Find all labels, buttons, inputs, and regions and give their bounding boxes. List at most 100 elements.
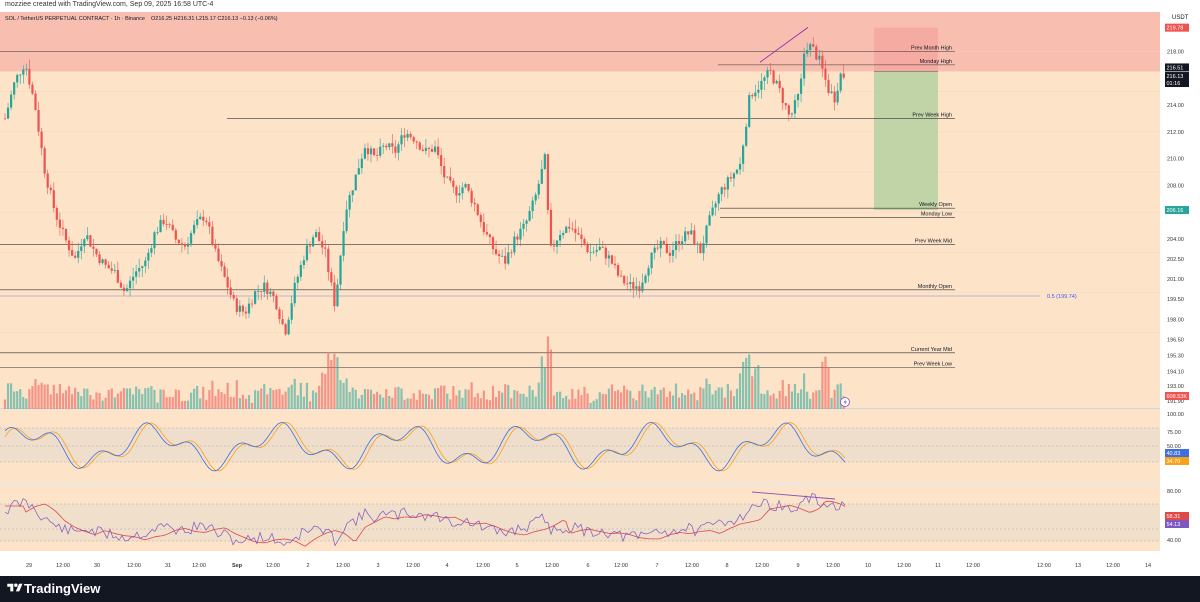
volume-bar — [3, 399, 7, 409]
candle-body — [464, 184, 467, 188]
volume-bar — [67, 386, 71, 409]
time-tick: 5 — [515, 563, 518, 569]
candle-body — [418, 142, 421, 150]
volume-bar — [74, 387, 77, 409]
volume-bar — [549, 349, 553, 409]
candle-body — [745, 126, 748, 146]
candle-body — [571, 228, 574, 230]
volume-bar — [241, 394, 244, 409]
volume-bar — [803, 373, 806, 409]
volume-bar — [397, 386, 400, 409]
candle-body — [284, 324, 287, 335]
candle-body — [61, 227, 65, 229]
candle-body — [458, 193, 461, 196]
candle-body — [177, 239, 180, 244]
volume-bar — [519, 393, 522, 409]
candle-body — [735, 169, 739, 174]
volume-bar — [308, 401, 312, 409]
candle-body — [793, 100, 797, 114]
level-price-tag: 216.51 — [1167, 65, 1184, 71]
volume-bar — [55, 393, 58, 409]
candle-body — [89, 235, 92, 247]
volume-bar — [244, 398, 248, 409]
candle-body — [507, 252, 510, 264]
time-tick: 12:00 — [685, 563, 699, 569]
volume-bar — [10, 383, 13, 409]
candle-body — [403, 135, 406, 138]
volume-bar — [717, 387, 720, 409]
stop-loss-zone — [874, 27, 938, 72]
candle-body — [504, 255, 507, 264]
volume-bar — [235, 380, 238, 409]
volume-bar — [92, 399, 95, 409]
volume-bar — [376, 391, 379, 409]
rsi-band — [0, 504, 1160, 541]
candle-body — [607, 255, 610, 259]
volume-bar — [138, 389, 141, 409]
candle-body — [470, 190, 473, 203]
volume-bar — [562, 398, 565, 409]
volume-bar — [812, 392, 815, 409]
time-tick: 12:00 — [614, 563, 628, 569]
candle-body — [372, 148, 376, 156]
volume-bar — [635, 400, 638, 409]
volume-bar — [299, 382, 302, 409]
time-tick: 12:00 — [336, 563, 350, 569]
volume-bar — [415, 399, 418, 409]
candle-body — [440, 155, 443, 167]
chart-canvas[interactable]: Prev Month High Monday High Prev Week High… — [0, 12, 1200, 576]
candle-body — [92, 246, 95, 249]
volume-bar — [623, 385, 626, 409]
candle-body — [601, 246, 604, 248]
candle-body — [717, 194, 720, 204]
candle-body — [781, 88, 784, 103]
candle-body — [311, 237, 315, 247]
candle-body — [580, 234, 583, 239]
candle-body — [247, 303, 251, 314]
price-tick: 195.30 — [1167, 353, 1184, 359]
volume-bar — [49, 394, 52, 409]
level-label: Prev Week High — [912, 112, 952, 118]
volume-bar — [348, 391, 351, 409]
brand-name: TradingView — [24, 581, 101, 596]
volume-bar — [571, 388, 574, 409]
volume-bar — [77, 391, 80, 409]
volume-bar — [443, 385, 446, 409]
candle-body — [412, 137, 415, 142]
candle-body — [244, 311, 248, 314]
volume-bar — [501, 392, 504, 409]
volume-bar — [644, 391, 647, 409]
candle-body — [186, 243, 190, 247]
volume-bar — [513, 390, 516, 409]
candle-body — [382, 145, 385, 147]
candle-body — [592, 251, 595, 253]
candles-group — [3, 37, 845, 336]
volume-bar — [662, 387, 665, 409]
candle-body — [516, 236, 519, 240]
candle-body — [461, 187, 464, 194]
candle-body — [19, 74, 22, 76]
volume-bar — [464, 389, 467, 409]
volume-bar — [427, 394, 431, 409]
time-tick: 12:00 — [1037, 563, 1051, 569]
price-tick: 202.50 — [1167, 257, 1184, 263]
candle-body — [620, 275, 623, 277]
candle-body — [394, 146, 397, 153]
stoch-tick: 75.00 — [1167, 430, 1181, 436]
volume-bar — [64, 390, 68, 409]
candle-body — [80, 246, 83, 251]
candle-body — [415, 141, 418, 143]
volume-bar — [543, 367, 546, 409]
volume-bar — [83, 388, 86, 409]
volume-bar — [638, 390, 641, 409]
volume-bar — [189, 392, 193, 409]
candle-body — [180, 243, 183, 245]
candle-body — [772, 70, 775, 84]
volume-bar — [110, 388, 113, 409]
volume-bar — [748, 354, 751, 409]
time-tick: 12:00 — [897, 563, 911, 569]
candle-body — [116, 269, 119, 283]
volume-bar — [793, 383, 797, 409]
candle-body — [315, 232, 318, 238]
candle-body — [351, 190, 354, 196]
